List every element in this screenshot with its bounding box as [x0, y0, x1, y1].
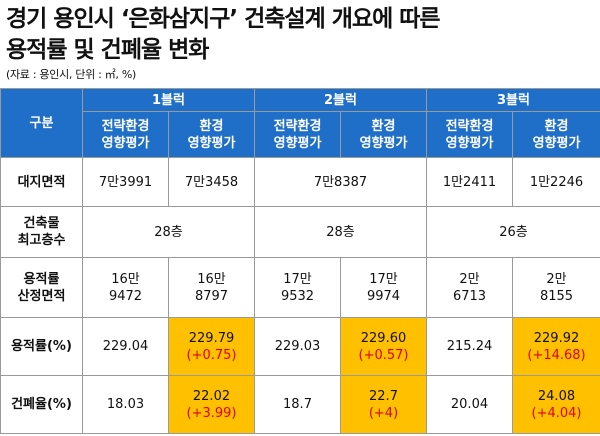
- table-cell: 229.04: [82, 317, 169, 376]
- subheader-block2-environmental: 환경 영향평가: [340, 111, 427, 158]
- table-cell-highlight: 22.02 (+3.99): [168, 375, 255, 434]
- comparison-table: 구분 1블럭 2블럭 3블럭 전략환경 영향평가 환경 영향평가 전략환경 영향평가 …: [0, 88, 600, 434]
- row-label: 용적률 산정면적: [0, 257, 83, 318]
- page-subtitle: 용적률 및 건폐율 변화: [6, 37, 209, 63]
- block-2-header: 2블럭: [254, 88, 427, 112]
- block-1-header: 1블럭: [82, 88, 255, 112]
- subheader-block3-environmental: 환경 영향평가: [512, 111, 600, 158]
- table-cell: 2만 8155: [512, 257, 600, 318]
- row-label: 대지면적: [0, 157, 83, 207]
- source-note: (자료 : 용인시, 단위 : ㎡, %): [6, 68, 136, 81]
- row-max-floors: 건축물 최고층수 28층 28층 26층: [0, 206, 600, 258]
- table-cell: 1만2246: [512, 157, 600, 207]
- table-cell: 16만 8797: [168, 257, 255, 318]
- table-cell: 229.03: [254, 317, 341, 376]
- table-cell-highlight: 229.92 (+14.68): [512, 317, 600, 376]
- row-land-area: 대지면적 7만3991 7만3458 7만8387 1만2411 1만2246: [0, 157, 600, 207]
- table-cell: 7만3458: [168, 157, 255, 207]
- table-cell: 26층: [426, 206, 600, 258]
- table-cell: 2만 6713: [426, 257, 513, 318]
- table-cell: 28층: [82, 206, 255, 258]
- table-cell-highlight: 229.79 (+0.75): [168, 317, 255, 376]
- row-far: 용적률(%) 229.04 229.79 (+0.75) 229.03 229.6…: [0, 317, 600, 376]
- table-cell: 7만8387: [254, 157, 427, 207]
- subheader-block1-strategic: 전략환경 영향평가: [82, 111, 169, 158]
- row-label: 건축물 최고층수: [0, 206, 83, 258]
- table-cell: 1만2411: [426, 157, 513, 207]
- table-cell-highlight: 22.7 (+4): [340, 375, 427, 434]
- subheader-block1-environmental: 환경 영향평가: [168, 111, 255, 158]
- table-cell: 17만 9974: [340, 257, 427, 318]
- block-header-row: 구분 1블럭 2블럭 3블럭: [0, 88, 600, 158]
- table-cell: 16만 9472: [82, 257, 169, 318]
- table-cell: 17만 9532: [254, 257, 341, 318]
- subheader-row: 전략환경 영향평가 환경 영향평가 전략환경 영향평가 환경 영향평가 전략환경 영향평가…: [1, 111, 600, 158]
- subheader-block2-strategic: 전략환경 영향평가: [254, 111, 341, 158]
- table-cell: 7만3991: [82, 157, 169, 207]
- table-cell: 18.7: [254, 375, 341, 434]
- table-cell: 28층: [254, 206, 427, 258]
- subheader-block3-strategic: 전략환경 영향평가: [426, 111, 513, 158]
- table-cell-highlight: 229.60 (+0.57): [340, 317, 427, 376]
- row-bcr: 건폐율(%) 18.03 22.02 (+3.99) 18.7 22.7 (+4) …: [0, 375, 600, 434]
- block-3-header: 3블럭: [426, 88, 600, 112]
- table-cell: 18.03: [82, 375, 169, 434]
- header: 경기 용인시 ‘은화삼지구’ 건축설계 개요에 따른 용적률 및 건폐율 변화 …: [0, 0, 600, 86]
- row-label: 건폐율(%): [0, 375, 83, 434]
- table-cell: 215.24: [426, 317, 513, 376]
- row-far-area: 용적률 산정면적 16만 9472 16만 8797 17만 9532 17만 9974 …: [0, 257, 600, 318]
- table-cell: 20.04: [426, 375, 513, 434]
- table-cell-highlight: 24.08 (+4.04): [512, 375, 600, 434]
- corner-header: 구분: [0, 88, 83, 158]
- page-title: 경기 용인시 ‘은화삼지구’ 건축설계 개요에 따른: [6, 6, 441, 32]
- row-label: 용적률(%): [0, 317, 83, 376]
